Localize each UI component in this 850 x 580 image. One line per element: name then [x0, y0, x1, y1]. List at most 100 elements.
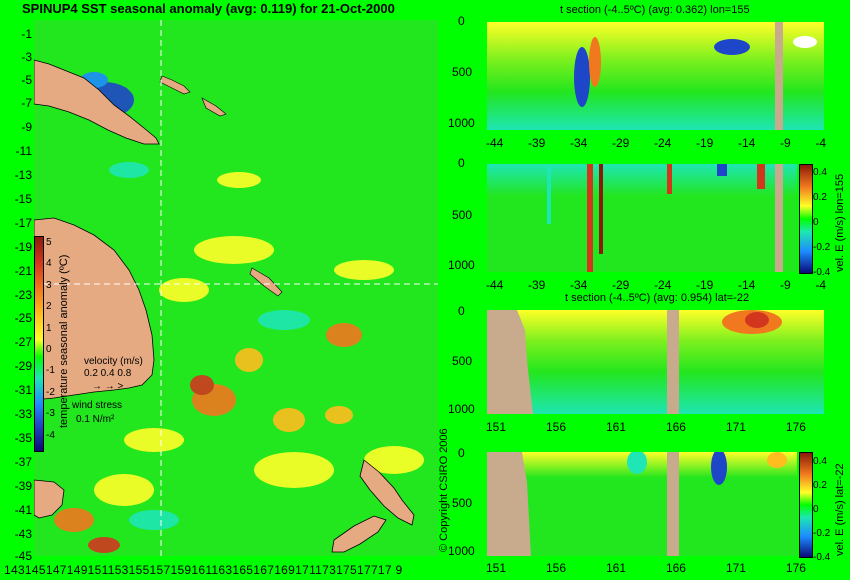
panel2-ytick: 0 [458, 156, 465, 170]
panel3-xtick: 171 [725, 420, 746, 434]
colorbar-tick: 1 [46, 322, 52, 334]
panel3-xticks: 151 156 161 166 171 176 [486, 420, 806, 434]
lat-label: -35 [14, 431, 32, 445]
wind-legend-scale: 0.1 N/m² [76, 414, 115, 425]
panel2-cbar-tick: 0.2 [813, 192, 827, 203]
colorbar-title: temperature seasonal anomaly (ºC) [58, 254, 70, 428]
panel2-xtick: -19 [696, 278, 714, 292]
panel2-colorbar [799, 164, 813, 274]
copyright-note: © Copyright CSIRO 2006 [438, 428, 450, 552]
panel1-ytick: 1000 [448, 116, 475, 130]
panel4-cbar-tick: 0 [813, 504, 819, 515]
panel1-ytick: 0 [458, 14, 465, 28]
panel2-xtick: -34 [570, 278, 588, 292]
sst-anomaly-map[interactable] [34, 20, 438, 556]
panel4-xtick: 166 [665, 561, 686, 575]
panel4-xtick: 161 [605, 561, 626, 575]
panel4-canvas [487, 452, 787, 556]
panel4-xtick: 151 [486, 561, 507, 575]
panel1-xticks: -44 -39 -34 -29 -24 -19 -14 -9 -4 [486, 136, 826, 150]
panel4-ytick: 0 [458, 446, 465, 460]
colorbar-tick: -3 [46, 408, 55, 420]
panel2-xtick: -4 [815, 278, 826, 292]
map-canvas [34, 20, 438, 556]
panel3-section[interactable] [487, 310, 824, 414]
colorbar-tick: 5 [46, 237, 52, 248]
panel3-ytick: 0 [458, 304, 465, 318]
panel2-xtick: -24 [654, 278, 672, 292]
colorbar-ticks: 5 4 3 2 1 0 -1 -2 -3 -4 [46, 232, 55, 446]
lat-label: -21 [14, 264, 32, 278]
panel1-xtick: -14 [738, 136, 756, 150]
panel1-xtick: -34 [570, 136, 588, 150]
colorbar-tick: 0 [46, 344, 52, 356]
lat-label: -41 [14, 503, 32, 517]
lat-label: -29 [14, 359, 32, 373]
lon-labels: 1431451471491511531551571591611631651671… [4, 563, 403, 577]
lat-label: -37 [14, 455, 32, 469]
panel4-cbar-tick: -0.4 [813, 552, 831, 563]
panel1-xtick: -44 [486, 136, 504, 150]
temperature-colorbar [34, 236, 44, 452]
panel3-canvas [487, 310, 782, 414]
panel4-colorbar-label: vel. E (m/s) lat=-22 [834, 463, 846, 556]
lat-label: -43 [14, 527, 32, 541]
panel2-section[interactable] [487, 164, 797, 272]
lat-label: -39 [14, 479, 32, 493]
lat-label: -11 [15, 144, 32, 158]
lat-label: -23 [14, 288, 32, 302]
panel1-xtick: -19 [696, 136, 714, 150]
panel4-cbar-tick: -0.2 [813, 528, 831, 539]
panel1-canvas [574, 22, 817, 130]
panel4-ytick: 1000 [448, 544, 475, 558]
velocity-legend-scale: 0.2 0.4 0.8 [84, 368, 132, 379]
panel1-section[interactable] [487, 22, 824, 130]
panel3-xtick: 156 [545, 420, 567, 434]
panel4-ytick: 500 [452, 496, 473, 510]
lat-label: -9 [21, 120, 32, 134]
panel3-xtick: 166 [665, 420, 686, 434]
panel1-xtick: -9 [780, 136, 791, 150]
panel4-cbar-ticks: 0.4 0.2 0 -0.2 -0.4 [813, 450, 830, 570]
panel2-xtick: -44 [486, 278, 504, 292]
velocity-arrow-icon: → → > [92, 381, 124, 392]
colorbar-tick: 3 [46, 279, 52, 291]
panel2-xticks: -44 -39 -34 -29 -24 -19 -14 -9 -4 [486, 278, 826, 292]
panel1-xtick: -4 [815, 136, 826, 150]
panel4-xtick: 176 [785, 561, 806, 575]
colorbar-tick: -1 [46, 365, 55, 377]
panel2-ytick: 1000 [448, 258, 475, 272]
panel2-cbar-ticks: 0.4 0.2 0 -0.2 -0.4 [813, 160, 830, 285]
panel4-section[interactable] [487, 452, 797, 556]
panel4-xticks: 151 156 161 166 171 176 [486, 561, 806, 575]
panel1-xtick: -39 [528, 136, 546, 150]
panel2-cbar-tick: 0 [813, 217, 819, 228]
panel1-xtick: -24 [654, 136, 672, 150]
lat-label: -45 [14, 549, 32, 563]
page-title: SPINUP4 SST seasonal anomaly (avg: 0.119… [22, 1, 395, 16]
panel3-title: t section (-4..5ºC) (avg: 0.954) lat=-22 [565, 292, 750, 304]
lat-label: -1 [21, 27, 32, 41]
wind-legend-label: wind stress [72, 400, 123, 411]
lat-label: -33 [14, 407, 32, 421]
panel2-xtick: -14 [738, 278, 756, 292]
panel4-colorbar [799, 452, 813, 558]
panel2-colorbar-label: vel. E (m/s) lon=155 [834, 173, 846, 272]
colorbar-tick: 2 [46, 301, 52, 313]
panel4-xtick: 171 [725, 561, 746, 575]
colorbar-tick: 4 [46, 258, 52, 270]
panel1-ytick: 500 [452, 65, 473, 79]
colorbar-tick: -2 [46, 386, 55, 398]
lat-label: -15 [14, 192, 32, 206]
panel2-xtick: -39 [528, 278, 546, 292]
panel3-ytick: 1000 [448, 402, 475, 416]
lat-label: -13 [14, 168, 32, 182]
lat-label: -3 [21, 50, 32, 64]
lat-label: -7 [21, 96, 32, 110]
panel2-ytick: 500 [452, 208, 473, 222]
panel1-xtick: -29 [612, 136, 630, 150]
panel2-canvas [547, 164, 783, 272]
panel4-cbar-tick: 0.2 [813, 480, 827, 491]
lat-label: -25 [14, 311, 32, 325]
lat-label: -19 [14, 240, 32, 254]
